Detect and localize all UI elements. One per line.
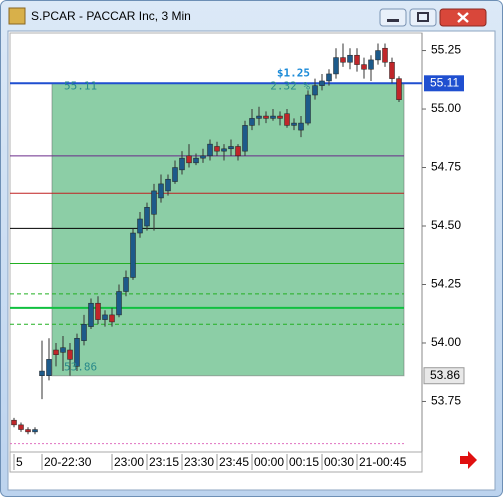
candle-body xyxy=(81,324,87,341)
candle-body xyxy=(165,178,171,192)
last-price-tag xyxy=(424,75,464,92)
close-icon xyxy=(457,12,469,23)
candle-body xyxy=(151,190,157,215)
candle-body xyxy=(116,291,122,316)
scroll-arrow[interactable] xyxy=(460,451,477,469)
maximize-icon xyxy=(417,12,429,22)
candle-body xyxy=(284,113,290,126)
candle-body xyxy=(25,429,31,433)
candle-body xyxy=(186,155,192,164)
measure-percent-label: 2.32 % xyxy=(270,79,310,92)
candle-body xyxy=(228,146,234,150)
x-tick-label: 23:45 xyxy=(219,455,249,469)
x-tick-label: 20-22:30 xyxy=(44,455,92,469)
candle-body xyxy=(242,125,248,152)
x-tick-label: 5 xyxy=(16,455,23,469)
candle-body xyxy=(291,122,297,126)
x-tick-label: 23:15 xyxy=(149,455,179,469)
y-tick-label: 54.25 xyxy=(431,277,461,291)
candle-body xyxy=(144,207,150,227)
measure-low-label: 53.86 xyxy=(64,361,97,374)
candle-body xyxy=(158,183,164,199)
x-tick-label: 23:30 xyxy=(184,455,214,469)
x-tick-label: 21-00:45 xyxy=(359,455,407,469)
candle-body xyxy=(179,157,185,171)
candle-body xyxy=(130,232,136,278)
candle-body xyxy=(312,85,318,96)
x-tick-label: 00:15 xyxy=(289,455,319,469)
candle-body xyxy=(88,302,94,327)
candle-body xyxy=(277,115,283,119)
candle-body xyxy=(389,61,395,79)
candle-body xyxy=(214,146,220,152)
candle-body xyxy=(256,115,262,119)
candle-body xyxy=(235,146,241,157)
candle-body xyxy=(249,118,255,126)
candle-body xyxy=(74,338,80,367)
candle-body xyxy=(207,143,213,157)
candle-body xyxy=(270,115,276,119)
measure-box xyxy=(51,82,405,377)
candle-body xyxy=(298,122,304,131)
candle-body xyxy=(95,302,101,320)
candle-body xyxy=(39,370,45,376)
x-tick-label: 00:00 xyxy=(254,455,284,469)
y-tick-label: 54.75 xyxy=(431,160,461,174)
measure-change-label: $1.25 xyxy=(277,66,310,79)
y-tick-label: 55.25 xyxy=(431,43,461,57)
minimize-button[interactable] xyxy=(379,8,407,27)
candle-body xyxy=(333,57,339,75)
candle-body xyxy=(172,167,178,182)
candle-body xyxy=(46,359,52,376)
candle-body xyxy=(382,47,388,63)
minimize-icon xyxy=(387,19,399,22)
window-buttons[interactable] xyxy=(379,8,487,27)
x-axis-bar xyxy=(9,451,423,473)
app-icon xyxy=(8,7,26,25)
candle-body xyxy=(137,218,143,234)
candle-body xyxy=(305,94,311,124)
candle-body xyxy=(340,57,346,63)
measure-low-tag-label: 53.86 xyxy=(430,368,460,382)
chart-title: S.PCAR - PACCAR Inc, 3 Min xyxy=(31,9,191,23)
y-tick-label: 53.75 xyxy=(431,394,461,408)
candle-body xyxy=(375,50,381,61)
candle-body xyxy=(193,157,199,164)
candle-body xyxy=(263,115,269,119)
candle-body xyxy=(221,148,227,152)
measure-low-tag xyxy=(423,367,465,385)
candle-body xyxy=(347,54,353,63)
candle-body xyxy=(123,277,129,292)
candle-body xyxy=(109,314,115,323)
candle-body xyxy=(354,54,360,65)
candle-body xyxy=(11,419,17,426)
x-tick-label: 23:00 xyxy=(114,455,144,469)
y-tick-label: 55.00 xyxy=(431,101,461,115)
candle-body xyxy=(53,349,59,355)
last-price-label: 55.11 xyxy=(430,75,459,89)
maximize-button[interactable] xyxy=(409,8,437,27)
x-tick-label: 00:30 xyxy=(324,455,354,469)
candle-body xyxy=(32,429,38,433)
candle-body xyxy=(67,349,73,360)
candle-body xyxy=(102,314,108,320)
measure-high-label: 55.11 xyxy=(64,79,97,92)
candle-body xyxy=(368,59,374,70)
candle-body xyxy=(319,80,325,86)
candle-body xyxy=(18,424,24,430)
candle-body xyxy=(200,155,206,159)
candle-body xyxy=(361,64,367,70)
candle-body xyxy=(396,78,402,100)
candle-body xyxy=(326,73,332,82)
y-tick-label: 54.00 xyxy=(431,335,461,349)
candle-body xyxy=(60,347,66,353)
y-tick-label: 54.50 xyxy=(431,218,461,232)
